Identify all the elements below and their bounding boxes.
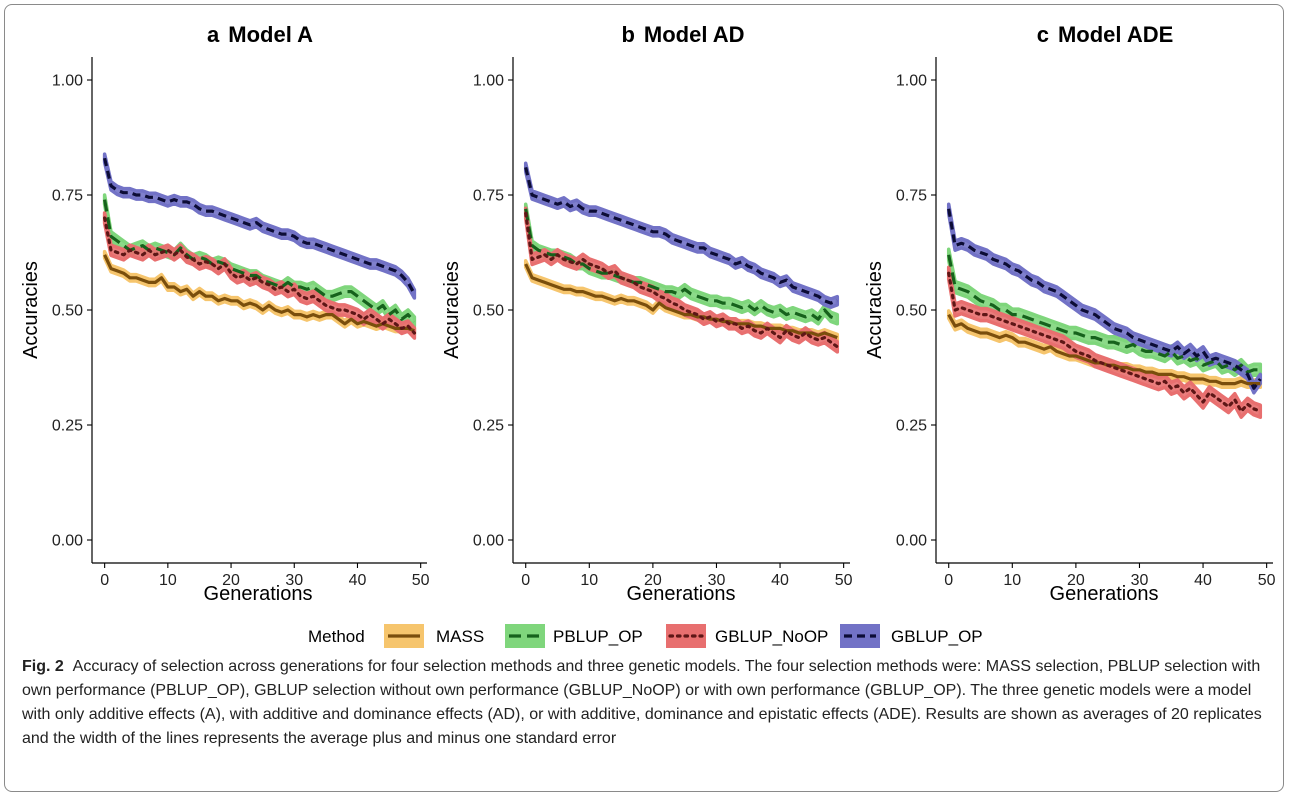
figure-frame xyxy=(4,4,1284,792)
legend: Method MASS PBLUP_OP GBLUP_NoOP GBLUP_OP xyxy=(308,624,983,648)
series-line-gblup-noop xyxy=(524,211,839,349)
series-line-mass xyxy=(103,254,415,333)
panel-name-a: Model A xyxy=(228,22,313,47)
legend-label-gblup-op: GBLUP_OP xyxy=(891,627,983,646)
y-tick-label: 1.00 xyxy=(896,73,927,90)
legend-item-pblup-op: PBLUP_OP xyxy=(505,624,643,648)
x-ticks-b: 0 10 20 30 40 50 xyxy=(521,563,853,589)
lines-c xyxy=(947,208,1262,413)
x-tick-label: 0 xyxy=(521,572,530,589)
series-line-gblup-noop xyxy=(102,216,416,335)
legend-item-mass: MASS xyxy=(384,624,484,648)
x-tick-label: 40 xyxy=(1194,572,1212,589)
x-axis-label-b: Generations xyxy=(627,583,736,605)
se-band-gblup-noop xyxy=(523,206,840,354)
y-tick-label: 0.50 xyxy=(52,303,83,320)
x-tick-label: 20 xyxy=(644,572,662,589)
series-line-gblup-op xyxy=(103,157,416,295)
legend-label-pblup-op: PBLUP_OP xyxy=(553,627,643,646)
panel-title-a: a Model A xyxy=(207,22,313,47)
x-axis-label-a: Generations xyxy=(204,583,313,605)
y-tick-label: 0.25 xyxy=(473,418,504,435)
x-tick-label: 20 xyxy=(222,572,240,589)
x-ticks-c: 0 10 20 30 40 50 xyxy=(944,563,1276,589)
series-line-pblup-op xyxy=(103,199,416,323)
x-tick-label: 30 xyxy=(1131,572,1149,589)
x-ticks-a: 0 10 20 30 40 50 xyxy=(100,563,430,589)
y-axis-label-a: Accuracies xyxy=(20,261,42,359)
panel-letter-a: a xyxy=(207,22,220,47)
y-tick-label: 0.00 xyxy=(896,533,927,550)
series-line-pblup-op xyxy=(524,208,838,321)
x-tick-label: 30 xyxy=(285,572,303,589)
caption-text: Accuracy of selection across generations… xyxy=(22,658,1262,747)
y-tick-label: 0.50 xyxy=(896,303,927,320)
se-band-gblup-noop xyxy=(946,265,1263,419)
y-tick-label: 0.75 xyxy=(896,188,927,205)
y-tick-label: 0.75 xyxy=(473,188,504,205)
y-tick-label: 0.75 xyxy=(52,188,83,205)
figure-canvas: a Model A 0.00 0.25 0.50 0.75 1.00 0 10 20 30 40 5… xyxy=(20,22,1276,648)
y-tick-label: 0.00 xyxy=(473,533,504,550)
y-tick-label: 0.25 xyxy=(896,418,927,435)
panel-a: a Model A 0.00 0.25 0.50 0.75 1.00 0 10 20 30 40 5… xyxy=(20,22,430,605)
x-tick-label: 50 xyxy=(412,572,430,589)
x-tick-label: 50 xyxy=(835,572,853,589)
series-line-gblup-op xyxy=(524,167,838,305)
x-tick-label: 40 xyxy=(349,572,367,589)
y-tick-label: 0.25 xyxy=(52,418,83,435)
y-tick-label: 1.00 xyxy=(473,73,504,90)
lines-b xyxy=(524,167,839,349)
x-tick-label: 50 xyxy=(1258,572,1276,589)
x-tick-label: 20 xyxy=(1067,572,1085,589)
y-ticks-c: 0.00 0.25 0.50 0.75 1.00 xyxy=(896,73,936,550)
series-line-pblup-op xyxy=(947,254,1261,374)
y-tick-label: 0.50 xyxy=(473,303,504,320)
legend-title: Method xyxy=(308,627,365,646)
series-line-gblup-op xyxy=(947,208,1262,390)
x-tick-label: 30 xyxy=(708,572,726,589)
legend-label-mass: MASS xyxy=(436,627,484,646)
series-line-gblup-noop xyxy=(947,271,1262,413)
panel-title-b: b Model AD xyxy=(621,22,744,47)
x-tick-label: 10 xyxy=(580,572,598,589)
legend-label-gblup-noop: GBLUP_NoOP xyxy=(715,627,828,646)
panel-letter-b: b xyxy=(621,22,634,47)
lines-a xyxy=(102,157,416,335)
legend-item-gblup-op: GBLUP_OP xyxy=(840,624,983,648)
panel-c: c Model ADE 0.00 0.25 0.50 0.75 1.00 0 10 20 30 4… xyxy=(864,22,1276,605)
panel-title-c: c Model ADE xyxy=(1037,22,1174,47)
y-axis-label-b: Accuracies xyxy=(441,261,463,359)
y-axis-label-c: Accuracies xyxy=(864,261,886,359)
figure-caption: Fig. 2 Accuracy of selection across gene… xyxy=(22,655,1272,751)
y-tick-label: 1.00 xyxy=(52,73,83,90)
x-tick-label: 10 xyxy=(1003,572,1021,589)
panel-b: b Model AD 0.00 0.25 0.50 0.75 1.00 0 10 20 30 40… xyxy=(441,22,853,605)
panel-name-b: Model AD xyxy=(644,22,745,47)
y-ticks-b: 0.00 0.25 0.50 0.75 1.00 xyxy=(473,73,513,550)
x-axis-label-c: Generations xyxy=(1050,583,1159,605)
se-band-gblup-noop xyxy=(102,211,417,340)
x-tick-label: 10 xyxy=(159,572,177,589)
y-tick-label: 0.00 xyxy=(52,533,83,550)
x-tick-label: 0 xyxy=(944,572,953,589)
panel-letter-c: c xyxy=(1037,22,1049,47)
legend-item-gblup-noop: GBLUP_NoOP xyxy=(666,624,828,648)
x-tick-label: 40 xyxy=(771,572,789,589)
caption-figure-label: Fig. 2 xyxy=(22,658,64,675)
panel-name-c: Model ADE xyxy=(1058,22,1173,47)
x-tick-label: 0 xyxy=(100,572,109,589)
y-ticks-a: 0.00 0.25 0.50 0.75 1.00 xyxy=(52,73,92,550)
